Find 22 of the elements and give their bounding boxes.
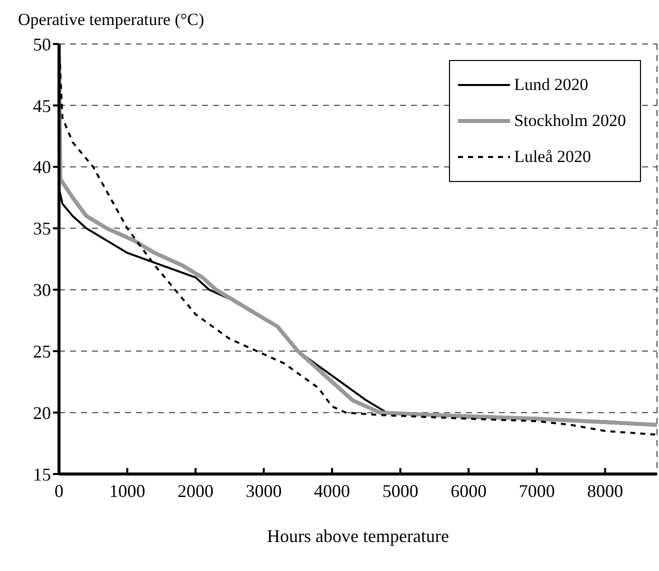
x-tick-label: 4000	[314, 480, 350, 501]
y-tick-label: 50	[33, 34, 51, 54]
y-tick-label: 35	[33, 218, 51, 239]
x-tick-label: 6000	[450, 480, 487, 501]
x-tick-label: 5000	[382, 480, 418, 501]
x-tick-label: 3000	[246, 480, 282, 501]
y-tick-label: 20	[33, 402, 51, 423]
y-tick-label: 15	[33, 464, 51, 484]
legend-label: Luleå 2020	[514, 147, 592, 167]
legend-label: Stockholm 2020	[514, 111, 626, 131]
x-tick-label: 2000	[178, 480, 214, 501]
y-axis-title: Operative temperature (°C)	[18, 10, 204, 30]
legend-label: Lund 2020	[514, 75, 588, 95]
x-tick-label: 1000	[109, 480, 146, 501]
x-tick-label: 8000	[587, 480, 624, 501]
y-tick-label: 25	[33, 342, 51, 362]
y-tick-label: 40	[33, 157, 51, 178]
y-tick-label: 45	[33, 96, 51, 116]
x-axis-title: Hours above temperature	[266, 526, 450, 547]
y-tick-label: 30	[33, 280, 51, 300]
x-tick-label: 7000	[518, 480, 555, 501]
x-tick-label: 0	[54, 480, 64, 501]
